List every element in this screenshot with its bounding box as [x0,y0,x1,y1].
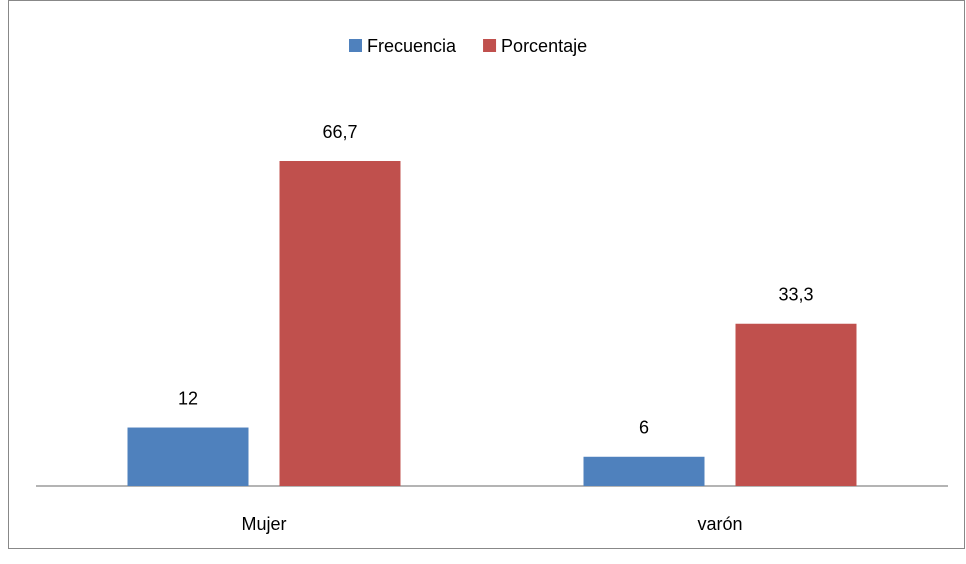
legend-swatch [349,39,362,52]
bar [279,161,401,486]
data-label: 66,7 [322,122,357,142]
data-label: 6 [639,418,649,438]
bar [127,427,249,486]
x-tick-label: varón [697,514,742,534]
bar [583,456,705,486]
legend-swatch [483,39,497,52]
x-tick-label: Mujer [241,514,286,534]
data-label: 33,3 [778,284,813,304]
bar [735,323,857,486]
legend-label: Porcentaje [501,36,587,56]
data-label: 12 [178,388,198,408]
legend-label: Frecuencia [367,36,457,56]
